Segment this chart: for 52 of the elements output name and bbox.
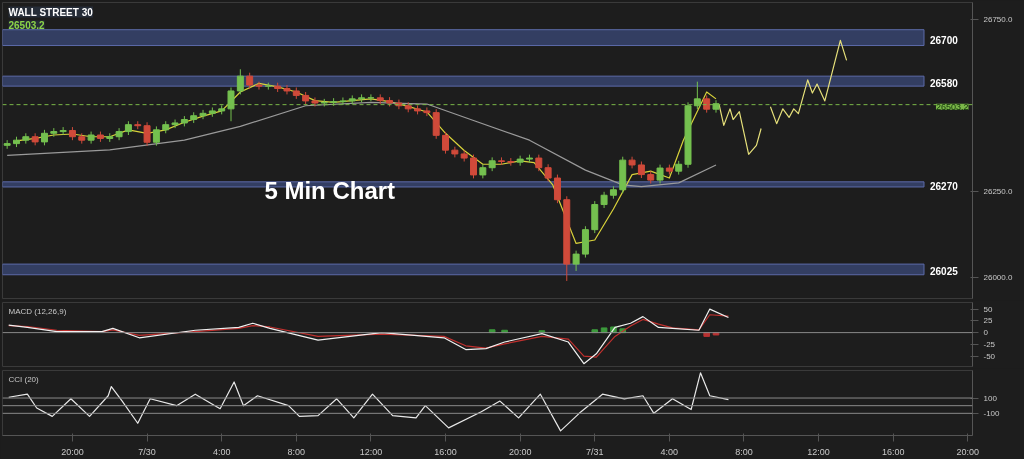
candlestick bbox=[143, 121, 151, 147]
x-tick-label: 16:00 bbox=[881, 446, 905, 457]
candlestick bbox=[470, 154, 477, 179]
x-tick-label: 8:00 bbox=[735, 446, 753, 457]
x-tick-label: 7/31 bbox=[586, 446, 604, 457]
y-tick-label: -25 bbox=[983, 339, 996, 349]
x-tick-label: 20:00 bbox=[61, 446, 84, 457]
x-tick-label: 7/30 bbox=[138, 446, 156, 457]
text: 26503.2 bbox=[8, 19, 46, 31]
candlestick bbox=[283, 84, 291, 95]
x-tick-label: 12:00 bbox=[359, 446, 383, 457]
y-tick-label: 50 bbox=[983, 304, 993, 314]
x-tick-label: 12:00 bbox=[807, 446, 830, 457]
band-label: 26580 bbox=[930, 78, 959, 90]
band-label: 26270 bbox=[930, 181, 959, 193]
y-tick-label: 26000.0 bbox=[983, 273, 1013, 283]
candlestick bbox=[255, 81, 263, 91]
x-tick-label: 8:00 bbox=[287, 446, 306, 457]
candlestick bbox=[59, 126, 67, 136]
text: MACD (12,26,9) bbox=[8, 306, 67, 316]
candlestick bbox=[152, 125, 160, 147]
candlestick bbox=[236, 68, 244, 95]
candlestick bbox=[656, 164, 664, 185]
y-tick-label: 26250.0 bbox=[983, 187, 1013, 197]
x-tick-label: 16:00 bbox=[434, 446, 457, 457]
candlestick bbox=[115, 127, 123, 141]
y-tick-label: -100 bbox=[983, 408, 1001, 418]
candlestick bbox=[442, 131, 450, 155]
x-tick-label: 4:00 bbox=[660, 446, 679, 457]
candlestick bbox=[451, 146, 459, 158]
x-tick-label: 20:00 bbox=[508, 446, 532, 457]
candlestick bbox=[423, 106, 431, 117]
band-label: 26700 bbox=[930, 34, 959, 46]
candlestick bbox=[553, 174, 561, 204]
ref-line-label: 26503.2 bbox=[935, 101, 969, 112]
y-tick-label: 26750.0 bbox=[983, 15, 1013, 25]
x-tick-label: 20:00 bbox=[956, 446, 980, 457]
candlestick bbox=[171, 119, 179, 129]
candlestick bbox=[311, 97, 319, 107]
y-tick-label: -50 bbox=[983, 351, 996, 361]
y-tick-label: 100 bbox=[983, 393, 998, 403]
chart-title: WALL STREET 30 bbox=[8, 6, 94, 18]
candlestick bbox=[432, 108, 440, 140]
y-tick-label: 25 bbox=[983, 316, 993, 326]
x-tick-label: 4:00 bbox=[212, 446, 231, 457]
candlestick bbox=[572, 250, 580, 272]
y-tick-label: 0 bbox=[983, 328, 989, 338]
candlestick bbox=[199, 109, 207, 120]
candlestick bbox=[516, 155, 524, 167]
annotation: 5 Min Chart bbox=[264, 176, 396, 204]
band-label: 26025 bbox=[930, 266, 959, 278]
text: CCI (20) bbox=[8, 374, 40, 384]
